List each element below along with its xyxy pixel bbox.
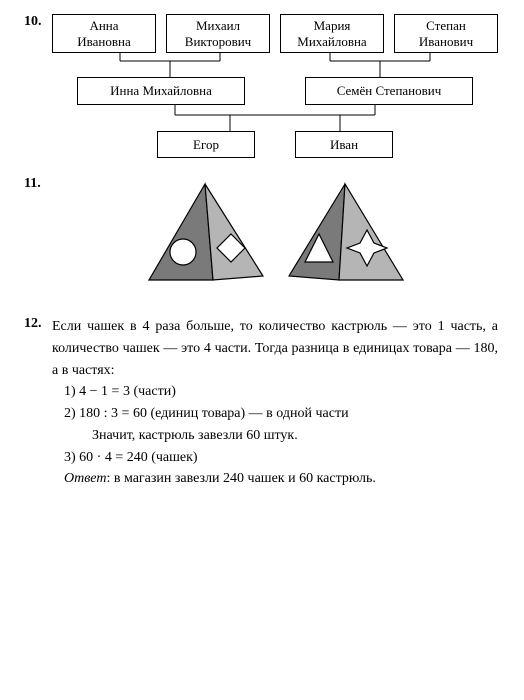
step-1: 1) 4 − 1 = 3 (части) (64, 381, 498, 403)
tree-node: Егор (157, 131, 255, 159)
step-2: 2) 180 : 3 = 60 (единиц товара) — в одно… (64, 403, 498, 425)
tree-label: МарияМихайловна (297, 18, 366, 49)
solution-text: Если чашек в 4 раза больше, то количеств… (52, 316, 498, 490)
tree-label: Иван (330, 137, 358, 152)
problem-10: 10. АннаИвановна МихаилВикторович МарияМ… (26, 14, 498, 158)
content-area: 10. АннаИвановна МихаилВикторович МарияМ… (0, 0, 524, 490)
tree-node: МарияМихайловна (280, 14, 384, 53)
tree-row-1: АннаИвановна МихаилВикторович МарияМихай… (52, 14, 498, 53)
tree-label: Семён Степанович (337, 83, 442, 98)
problem-number: 10. (24, 14, 42, 30)
answer-text: : в магазин завезли 240 чашек и 60 кастр… (106, 471, 375, 486)
pyramid-figure (52, 176, 498, 296)
problem-number: 11. (24, 176, 41, 192)
pyramid-right (275, 176, 415, 296)
tree-diagram: АннаИвановна МихаилВикторович МарияМихай… (52, 14, 498, 158)
intro-text: Если чашек в 4 раза больше, то количеств… (52, 319, 498, 377)
tree-node: АннаИвановна (52, 14, 156, 53)
problem-12: 12. Если чашек в 4 раза больше, то колич… (26, 316, 498, 490)
tree-row-2: Инна Михайловна Семён Степанович (52, 77, 498, 105)
answer-label: Ответ (64, 471, 106, 486)
pyramid-left (135, 176, 275, 296)
tree-label: СтепанИванович (419, 18, 473, 49)
tree-node: МихаилВикторович (166, 14, 270, 53)
step-2b: Значит, кастрюль завезли 60 штук. (92, 425, 498, 447)
tree-connectors-1 (65, 53, 485, 77)
tree-connectors-2 (65, 105, 485, 131)
problem-number: 12. (24, 316, 42, 332)
tree-label: Егор (193, 137, 219, 152)
tree-node: Иван (295, 131, 393, 159)
tree-label: Инна Михайловна (110, 83, 212, 98)
tree-row-3: Егор Иван (52, 131, 498, 159)
problem-11: 11. (26, 176, 498, 296)
tree-node: Семён Степанович (305, 77, 473, 105)
answer-line: Ответ: в магазин завезли 240 чашек и 60 … (64, 468, 498, 490)
tree-label: АннаИвановна (77, 18, 130, 49)
tree-node: Инна Михайловна (77, 77, 245, 105)
tree-node: СтепанИванович (394, 14, 498, 53)
page: 10. АннаИвановна МихаилВикторович МарияМ… (0, 0, 524, 700)
tree-label: МихаилВикторович (185, 18, 251, 49)
step-3: 3) 60 · 4 = 240 (чашек) (64, 447, 498, 469)
